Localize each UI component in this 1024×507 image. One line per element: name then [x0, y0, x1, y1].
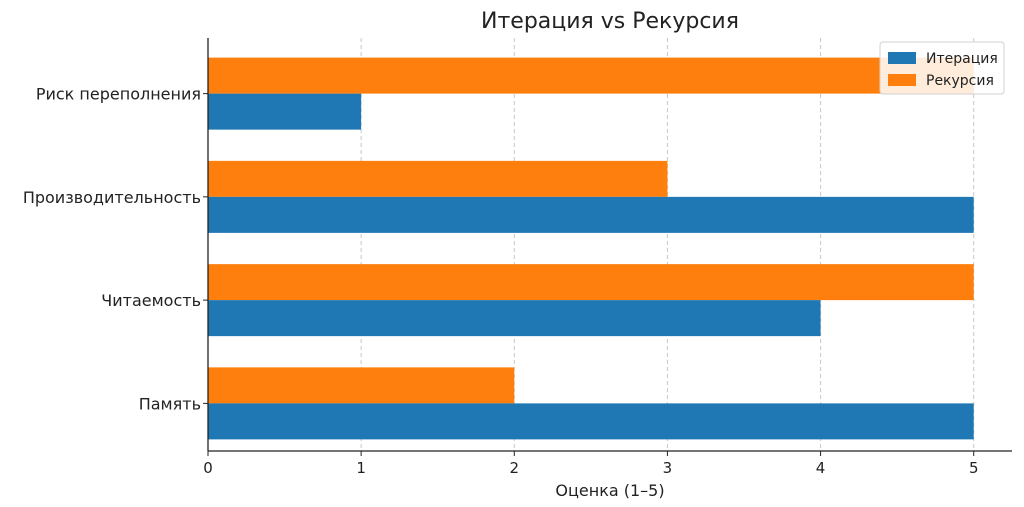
bar-Итерация-3: [208, 93, 362, 130]
x-tick-label-2: 2: [510, 459, 520, 477]
x-tick-labels: 0 1 2 3 4 5: [203, 451, 978, 477]
bars-layer: [208, 57, 974, 440]
bar-Итерация-0: [208, 403, 974, 440]
x-tick-label-4: 4: [816, 459, 826, 477]
x-tick-label-0: 0: [203, 459, 213, 477]
legend-swatch-0: [888, 52, 916, 64]
bar-Рекурсия-0: [208, 367, 515, 404]
y-category-labels: Память Читаемость Производительность Риск п…: [23, 85, 208, 413]
chart-title: Итерация vs Рекурсия: [481, 9, 739, 34]
bar-Итерация-2: [208, 196, 974, 233]
x-tick-label-1: 1: [356, 459, 366, 477]
category-label-3: Риск переполнения: [36, 85, 201, 104]
x-tick-label-3: 3: [663, 459, 673, 477]
bar-Рекурсия-3: [208, 57, 974, 94]
category-label-1: Читаемость: [101, 291, 201, 310]
bar-Рекурсия-1: [208, 264, 974, 301]
legend-label-1: Рекурсия: [926, 73, 994, 89]
x-tick-label-5: 5: [969, 459, 979, 477]
legend: Итерация Рекурсия: [879, 41, 1005, 95]
category-label-0: Память: [139, 394, 201, 413]
bar-Рекурсия-2: [208, 160, 668, 197]
legend-swatch-1: [888, 74, 916, 86]
bar-Итерация-1: [208, 300, 821, 337]
category-label-2: Производительность: [23, 188, 201, 207]
legend-label-0: Итерация: [926, 51, 998, 67]
x-axis-title: Оценка (1–5): [555, 481, 664, 500]
